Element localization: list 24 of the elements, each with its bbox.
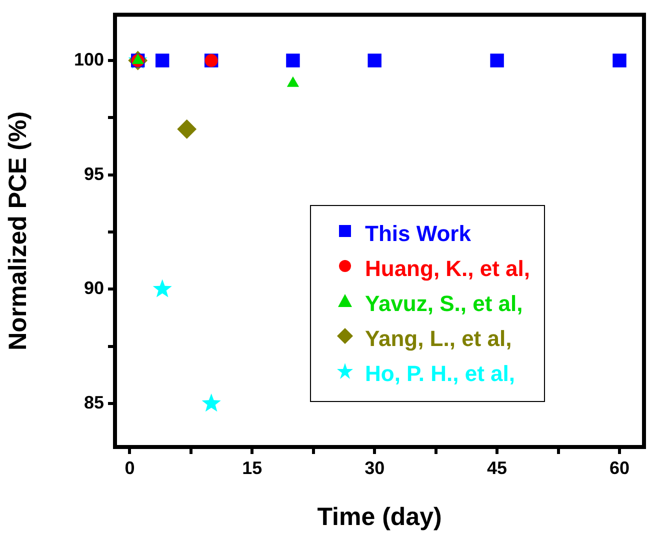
legend-label: Yavuz, S., et al, [365, 290, 523, 316]
y-tick-label: 90 [84, 278, 104, 298]
x-tick-label: 60 [609, 458, 630, 478]
y-tick-label: 100 [74, 50, 104, 70]
legend-label: This Work [365, 220, 471, 246]
point [152, 279, 172, 298]
x-tick-label: 15 [242, 458, 262, 478]
y-tick-label: 95 [84, 164, 104, 184]
x-tick-label: 45 [487, 458, 508, 478]
legend-label: Huang, K., et al, [365, 256, 530, 282]
x-tick-label: 0 [124, 458, 135, 478]
point [612, 54, 626, 68]
x-tick-label: 30 [364, 458, 385, 478]
point [155, 54, 170, 68]
legend-label: Yang, L., et al, [365, 326, 512, 352]
x-axis-title: Time (day) [317, 502, 442, 531]
point [177, 120, 196, 139]
y-tick-label: 85 [84, 392, 104, 413]
point [368, 54, 382, 68]
legend-label: Ho, P. H., et al, [365, 360, 515, 386]
point [286, 54, 300, 68]
y-axis-title: Normalized PCE (%) [4, 111, 32, 350]
point [202, 394, 221, 412]
point [490, 54, 504, 68]
